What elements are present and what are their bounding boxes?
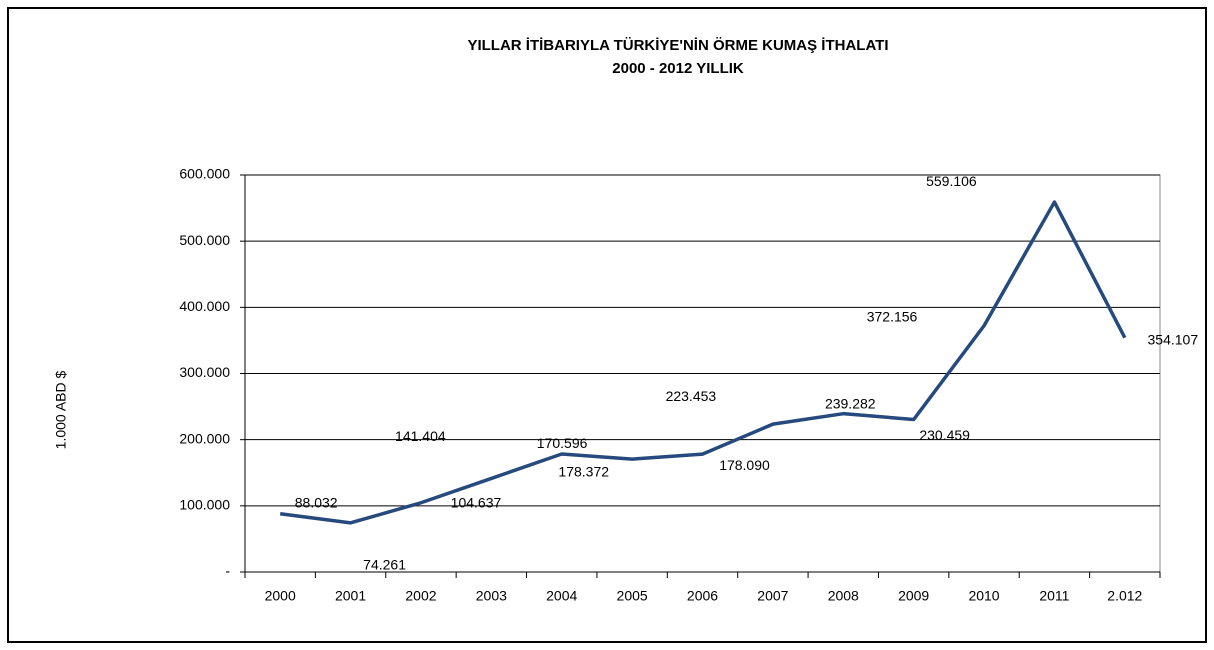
x-tick-label: 2003 <box>476 588 507 604</box>
data-label: 239.282 <box>825 395 876 411</box>
data-label: 170.596 <box>537 435 588 451</box>
chart-border <box>7 7 1207 643</box>
x-tick-label: 2008 <box>828 588 859 604</box>
data-label: 88.032 <box>295 494 338 510</box>
y-tick-label: - <box>225 563 230 579</box>
data-label: 104.637 <box>451 494 502 510</box>
data-label: 178.090 <box>719 457 770 473</box>
data-label: 559.106 <box>926 173 977 189</box>
data-line <box>279 200 1127 525</box>
x-tick-label: 2001 <box>335 588 366 604</box>
y-tick-label: 200.000 <box>179 430 230 446</box>
x-tick-label: 2007 <box>757 588 788 604</box>
data-label: 141.404 <box>395 428 446 444</box>
x-tick-label: 2002 <box>405 588 436 604</box>
chart-subtitle: 2000 - 2012 YILLIK <box>612 60 744 77</box>
x-tick-label: 2004 <box>546 588 577 604</box>
y-tick-label: 100.000 <box>179 497 230 513</box>
data-label: 178.372 <box>558 464 609 480</box>
y-axis-label: 1.000 ABD $ <box>53 370 69 449</box>
x-tick-label: 2011 <box>1039 588 1069 604</box>
x-tick-label: 2000 <box>265 588 296 604</box>
x-tick-label: 2010 <box>968 588 999 604</box>
x-tick-label: 2005 <box>617 588 648 604</box>
data-label: 223.453 <box>666 388 717 404</box>
x-tick-label: 2009 <box>898 588 929 604</box>
data-label: 372.156 <box>867 308 918 324</box>
x-tick-label: 2.012 <box>1107 588 1142 604</box>
y-tick-label: 500.000 <box>179 232 230 248</box>
y-tick-label: 600.000 <box>179 166 230 182</box>
x-tick-label: 2006 <box>687 588 718 604</box>
data-label: 74.261 <box>363 557 406 573</box>
chart-title: YILLAR İTİBARIYLA TÜRKİYE'NİN ÖRME KUMAŞ… <box>467 37 888 54</box>
data-label: 354.107 <box>1148 331 1199 347</box>
y-tick-label: 300.000 <box>179 364 230 380</box>
data-label: 230.459 <box>919 427 970 443</box>
y-tick-label: 400.000 <box>179 298 230 314</box>
